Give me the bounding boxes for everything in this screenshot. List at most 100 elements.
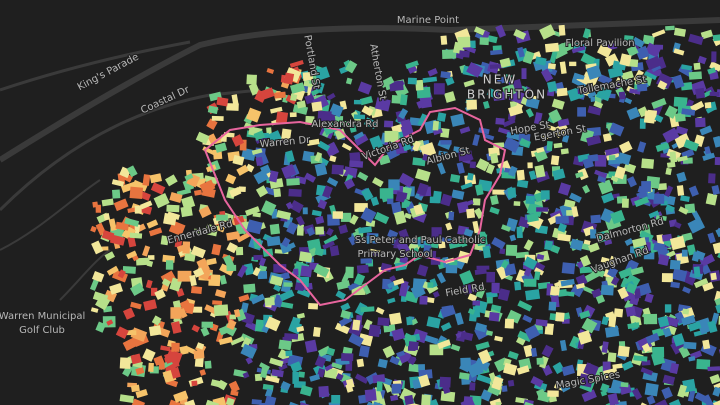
parcel <box>348 333 364 347</box>
parcel <box>315 215 325 225</box>
parcel <box>241 312 255 325</box>
parcel <box>402 199 412 208</box>
parcel <box>600 383 610 393</box>
parcel <box>681 232 693 242</box>
parcel <box>218 336 233 346</box>
parcel <box>275 111 289 124</box>
parcel <box>645 332 660 345</box>
parcel <box>561 290 575 297</box>
parcel <box>547 213 563 225</box>
parcel <box>635 45 650 60</box>
parcel <box>549 285 561 296</box>
parcel <box>399 250 410 264</box>
parcel <box>557 233 571 242</box>
parcel <box>476 374 492 385</box>
parcel <box>582 184 591 194</box>
parcel <box>437 162 446 175</box>
parcel <box>236 164 249 176</box>
parcel <box>310 89 319 96</box>
parcel <box>612 363 623 370</box>
parcel <box>226 264 237 272</box>
parcel <box>643 252 655 260</box>
parcel <box>167 399 181 405</box>
parcel <box>335 290 347 300</box>
parcel <box>353 273 366 286</box>
parcel <box>317 110 332 122</box>
parcel <box>539 134 549 142</box>
parcel <box>219 274 227 285</box>
parcel <box>231 94 239 106</box>
parcel <box>361 187 374 202</box>
parcel <box>460 357 471 369</box>
parcel <box>401 139 412 152</box>
parcel <box>427 68 438 77</box>
parcel <box>508 165 518 177</box>
parcel <box>417 113 428 127</box>
parcel <box>530 347 538 357</box>
parcel <box>709 61 720 72</box>
parcel <box>517 330 533 343</box>
parcel <box>552 361 565 375</box>
parcel <box>264 395 277 405</box>
parcel <box>226 242 238 254</box>
parcel <box>535 318 548 327</box>
parcel <box>501 224 511 232</box>
parcel <box>388 312 402 326</box>
parcel <box>502 83 517 97</box>
parcel <box>296 224 304 236</box>
parcel <box>600 208 614 223</box>
parcels <box>89 24 720 405</box>
parcel <box>131 398 146 405</box>
parcel <box>129 186 144 200</box>
parcel <box>440 322 452 332</box>
parcel <box>432 190 442 204</box>
parcel <box>248 82 260 96</box>
parcel <box>353 131 365 140</box>
parcel <box>354 133 369 146</box>
parcel <box>382 345 395 359</box>
parcel <box>295 215 305 227</box>
parcel <box>283 72 295 85</box>
road <box>0 40 191 92</box>
parcel <box>590 229 597 239</box>
parcel <box>377 358 388 369</box>
parcel <box>490 49 503 56</box>
parcel <box>523 344 534 358</box>
parcel <box>707 320 718 334</box>
parcel <box>130 301 142 310</box>
parcel <box>273 284 282 292</box>
parcel <box>211 243 222 256</box>
parcel <box>345 60 358 74</box>
parcel <box>309 374 321 382</box>
parcel <box>687 321 702 332</box>
parcel <box>577 88 586 94</box>
parcel <box>419 295 428 305</box>
parcel <box>158 362 165 370</box>
parcel <box>548 301 557 311</box>
parcel <box>534 164 546 178</box>
parcel <box>491 376 504 391</box>
parcel <box>231 134 245 147</box>
parcel <box>285 350 293 357</box>
parcel <box>702 152 716 162</box>
parcel <box>284 333 299 340</box>
parcel <box>597 74 613 86</box>
parcel <box>264 388 274 398</box>
parcel <box>610 81 622 90</box>
parcel <box>230 390 239 397</box>
parcel <box>710 272 717 281</box>
parcel <box>620 70 634 81</box>
parcel <box>391 383 402 394</box>
parcel <box>672 333 686 347</box>
parcel <box>440 193 453 207</box>
parcel <box>163 212 177 226</box>
parcel <box>177 270 192 282</box>
parcel <box>516 226 523 239</box>
parcel <box>264 296 275 307</box>
parcel <box>693 277 709 289</box>
parcel <box>653 193 665 204</box>
parcel <box>688 71 702 80</box>
parcel <box>334 128 347 141</box>
parcel <box>285 242 296 251</box>
